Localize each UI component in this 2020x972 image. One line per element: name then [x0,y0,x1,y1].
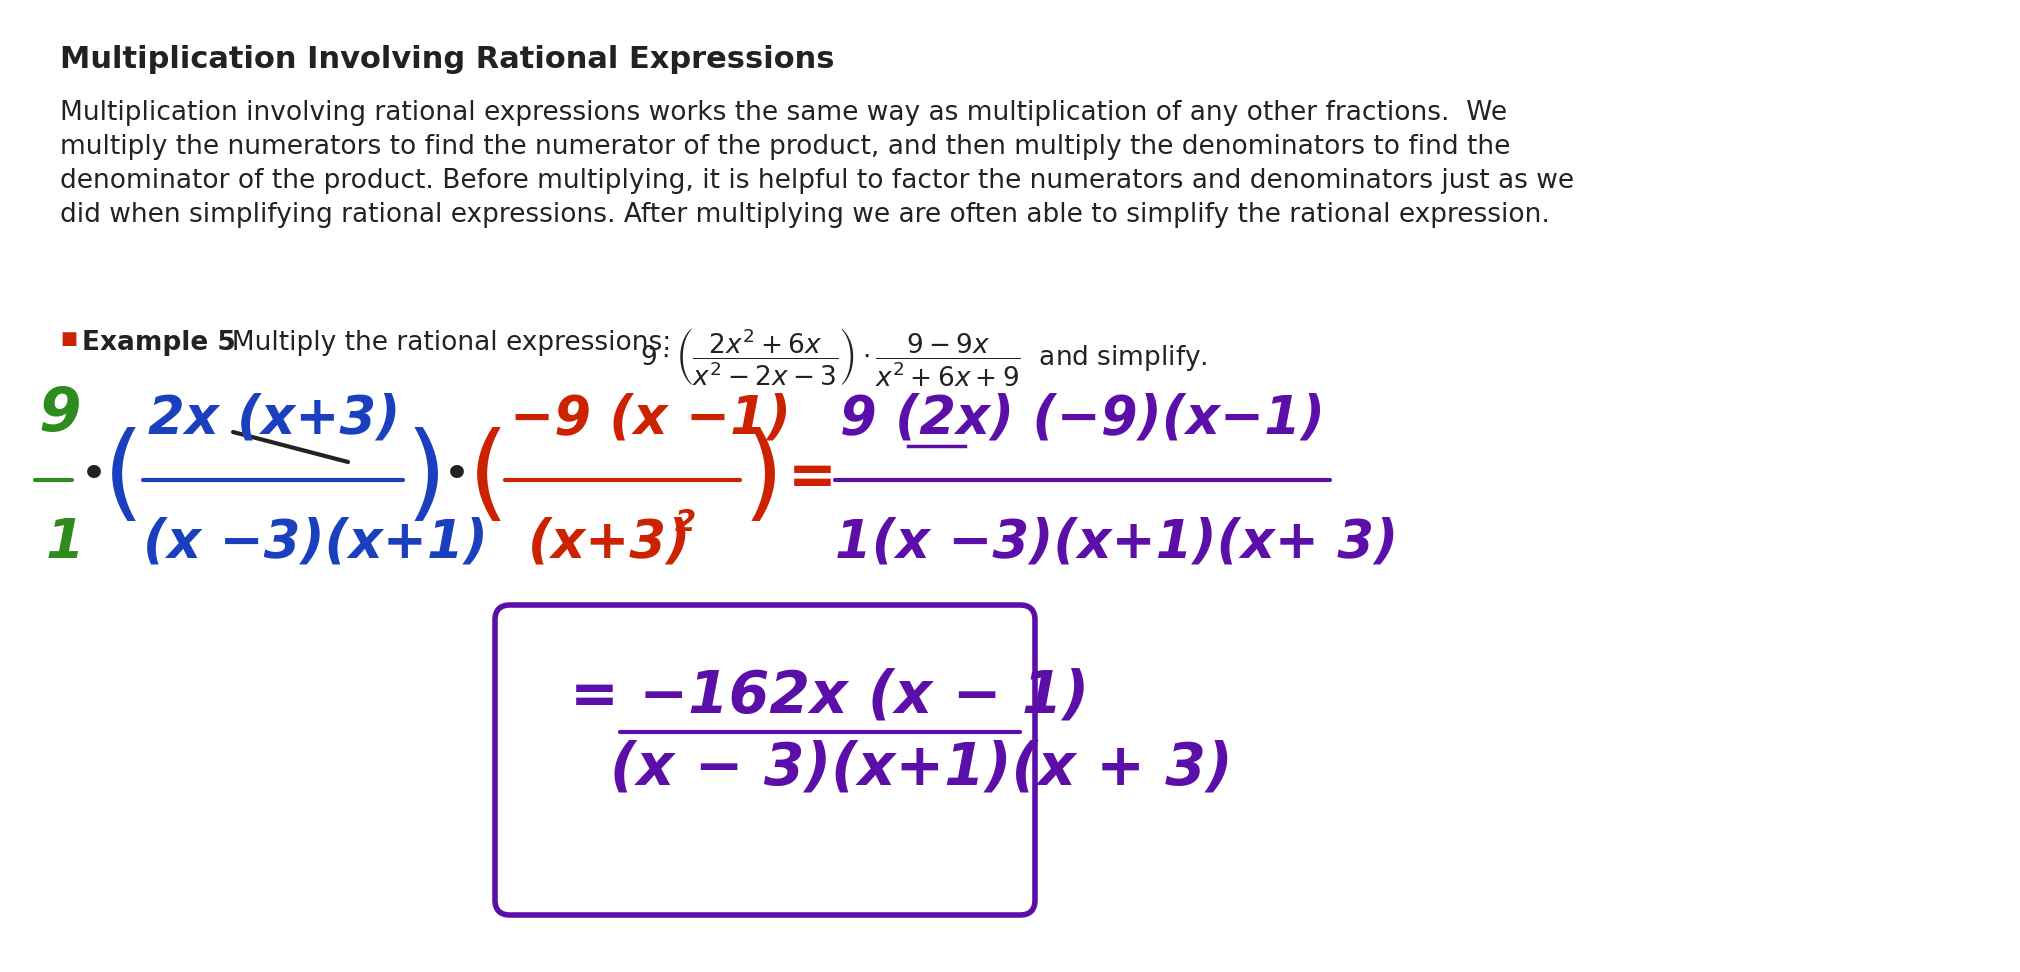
Text: •: • [81,455,107,500]
Text: did when simplifying rational expressions. After multiplying we are often able t: did when simplifying rational expression… [61,202,1549,228]
Text: 9: 9 [38,385,81,444]
Text: (: ( [469,427,509,529]
Text: = −162x (x − 1): = −162x (x − 1) [570,667,1089,724]
Text: 2: 2 [675,508,697,537]
Text: =: = [788,449,836,506]
Text: 1: 1 [46,516,85,570]
Text: ■: ■ [61,330,77,348]
Text: 2x (x+3): 2x (x+3) [147,392,400,444]
Text: −9 (x −1): −9 (x −1) [509,392,792,444]
Text: •: • [442,455,471,500]
Text: multiply the numerators to find the numerator of the product, and then multiply : multiply the numerators to find the nume… [61,134,1511,160]
Text: denominator of the product. Before multiplying, it is helpful to factor the nume: denominator of the product. Before multi… [61,168,1574,194]
Text: Multiplication Involving Rational Expressions: Multiplication Involving Rational Expres… [61,45,834,74]
Text: Multiply the rational expressions:: Multiply the rational expressions: [214,330,689,356]
Text: Example 5: Example 5 [83,330,236,356]
Text: (: ( [103,427,143,529]
Text: (x − 3)(x+1)(x + 3): (x − 3)(x+1)(x + 3) [610,740,1232,797]
Text: ): ) [743,427,784,529]
Text: (x −3)(x+1): (x −3)(x+1) [143,516,489,568]
Text: 1(x −3)(x+1)(x+ 3): 1(x −3)(x+1)(x+ 3) [834,516,1398,568]
Text: (x+3): (x+3) [527,516,691,568]
Text: ): ) [406,427,446,529]
Text: 9 (2x) (−9)(x−1): 9 (2x) (−9)(x−1) [840,392,1325,444]
FancyBboxPatch shape [495,605,1034,915]
Text: $9 \cdot \left(\dfrac{2x^2+6x}{x^2-2x-3}\right)\cdot\dfrac{9-9x}{x^2+6x+9}$  and: $9 \cdot \left(\dfrac{2x^2+6x}{x^2-2x-3}… [640,326,1208,388]
Text: Multiplication involving rational expressions works the same way as multiplicati: Multiplication involving rational expres… [61,100,1507,126]
